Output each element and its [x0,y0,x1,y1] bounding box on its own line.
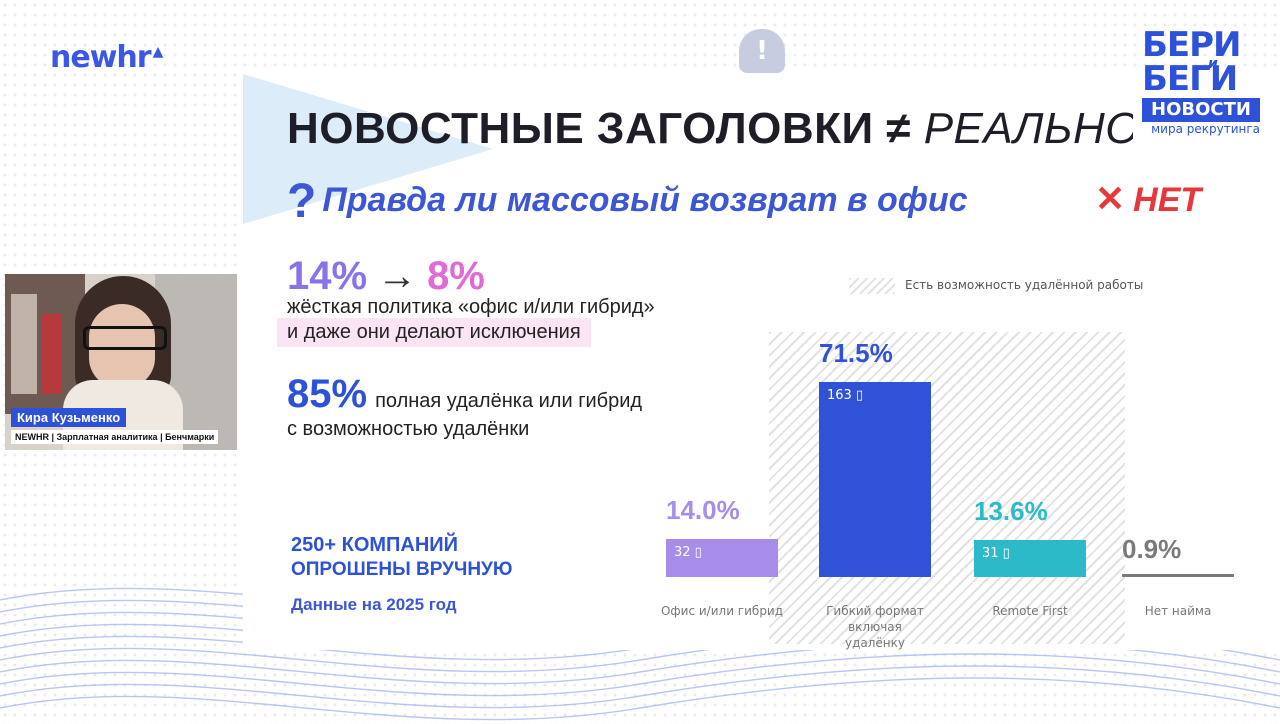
companies-method: ОПРОШЕНЫ ВРУЧНУЮ [291,559,513,580]
bar-value-label: 13.6% [974,495,1048,526]
speaker-webcam: Кира Кузьменко NEWHR | Зарплатная аналит… [5,274,237,450]
triangle-icon: ▲ [152,44,164,60]
stat2-line1: полная удалёнка или гибрид [375,390,643,412]
slide-title-italic: РЕАЛЬНО [923,104,1141,153]
bar-value-label: 71.5% [819,338,893,368]
legend-hatch-swatch [849,278,895,294]
stat-14-to-8: 14% → 8% [287,254,485,299]
bar-value-label: 14.0% [666,494,740,525]
legend-label: Есть возможность удалённой работы [905,278,1144,292]
speaker-subtitle: NEWHR | Зарплатная аналитика | Бенчмарки [11,430,219,444]
stat-85: 85% полная удалёнка или гибрид с возможно… [287,374,643,443]
beri-begi-logo: БЕРИ и БЕГИ НОВОСТИ мира рекрутинга [1142,28,1260,140]
book [11,294,37,394]
bar-1: 32 ▯ [666,538,778,577]
presentation-slide: НОВОСТНЫЕ ЗАГОЛОВКИ ≠ РЕАЛЬНО ? Правда ли… [243,74,1280,650]
slide-title-bold: НОВОСТНЫЕ ЗАГОЛОВКИ ≠ [287,104,911,153]
bar-2: 163 ▯ [819,382,931,577]
brand-line4: мира рекрутинга [1151,122,1260,136]
stat2-value: 85% [287,372,368,416]
companies-count: 250+ КОМПАНИЙ [291,534,459,556]
brand-line1: БЕРИ [1142,25,1242,65]
stat2-line2: с возможностью удалёнки [287,418,530,440]
alert-icon: ! [739,29,785,73]
book [41,314,61,394]
stat1-to: 8% [427,254,485,298]
speaker-glasses [83,326,167,350]
question-text: Правда ли массовый возврат в офис [322,181,968,219]
category-label: Remote First [992,604,1068,618]
slide-title: НОВОСТНЫЕ ЗАГОЛОВКИ ≠ РЕАЛЬНО [287,104,1140,154]
newhr-logo-text: newhr [50,40,152,75]
brand-line3: НОВОСТИ [1142,98,1260,122]
companies-block: 250+ КОМПАНИЙ ОПРОШЕНЫ ВРУЧНУЮ Данные на… [291,534,512,615]
stat1-description: жёсткая политика «офис и/или гибрид» [287,296,655,318]
cross-icon: ✕ [1095,178,1126,219]
slide-decor-triangle [243,74,493,224]
stat1-highlight: и даже они делают исключения [277,318,591,347]
question-line: ? Правда ли массовый возврат в офис [287,174,968,229]
bar-count-label: 163 ▯ [827,388,864,403]
arrow-icon: → [377,254,418,298]
bar-value-label: 0.9% [1122,534,1182,564]
stat1-from: 14% [287,254,368,298]
category-label: Офис и/или гибрид [660,604,784,618]
answer-text: НЕТ [1133,181,1202,219]
category-label: Гибкий формат включая удалёнку [826,604,924,650]
answer: ✕ НЕТ [1095,178,1201,220]
bar-4 [1122,574,1234,577]
bar-count-label: 32 ▯ [674,544,702,560]
newhr-logo: newhr ▲ [50,40,164,75]
bar-3: 31 ▯ [974,539,1086,577]
data-year: Данные на 2025 год [291,595,457,614]
question-mark-icon: ? [287,175,317,228]
brand-small: и [1208,56,1218,72]
brand-line2: БЕГИ [1142,59,1238,99]
category-label: Нет найма [1144,604,1212,618]
speaker-name: Кира Кузьменко [11,408,127,427]
bar-count-label: 31 ▯ [982,545,1010,561]
speaker-face [89,304,155,388]
